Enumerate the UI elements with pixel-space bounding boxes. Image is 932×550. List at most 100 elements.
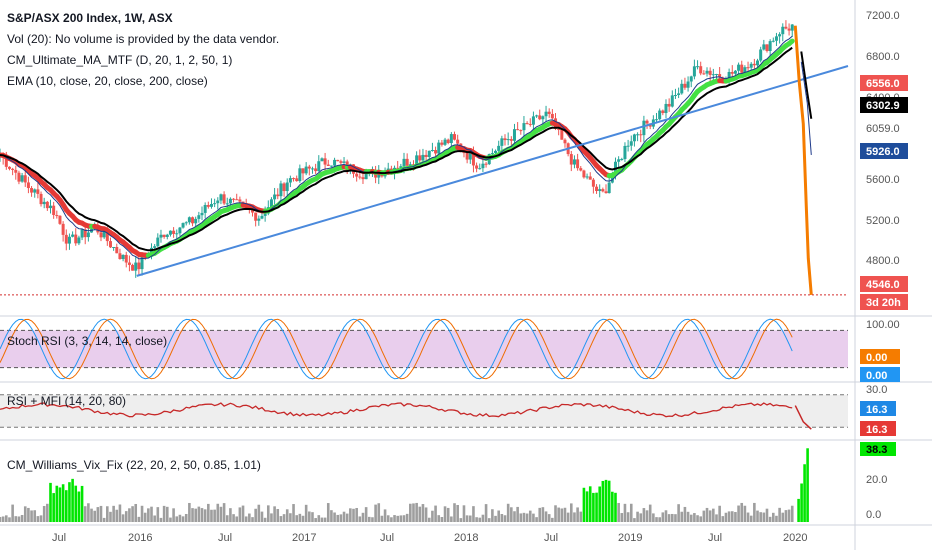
vix-bar [5, 515, 8, 522]
candle-body [677, 93, 681, 96]
candle-body [588, 176, 592, 180]
vix-spike-bar [806, 448, 809, 522]
vix-bar [623, 503, 627, 522]
vix-bar [159, 517, 163, 522]
vix-bar [462, 505, 466, 522]
candle-body [626, 145, 630, 147]
candle-body [752, 63, 756, 66]
vix-bar [734, 512, 737, 522]
vix-bar [323, 517, 327, 522]
candle-body [456, 139, 460, 144]
candle-body [301, 168, 305, 174]
candle-body [453, 134, 457, 140]
vix-bar [80, 485, 84, 522]
candle-body [108, 241, 112, 248]
price-tick: 4800.0 [866, 255, 900, 267]
candle-body [692, 66, 696, 77]
vix-bar [342, 511, 346, 522]
vix-bar [210, 509, 213, 522]
vix-bar [699, 516, 703, 522]
candle-body [361, 177, 365, 180]
vix-bar [131, 506, 134, 522]
vix-bar [55, 485, 59, 522]
vix-bar [424, 507, 428, 522]
vix-bar [459, 518, 463, 522]
vix-bar [629, 503, 633, 522]
rsi-tag [860, 401, 896, 416]
candle-body [216, 200, 220, 204]
candle-body [557, 128, 561, 130]
candle-body [733, 70, 737, 74]
vix-bar [465, 515, 469, 522]
candle-body [162, 234, 166, 237]
vix-bar [409, 503, 412, 522]
candle-body [304, 166, 308, 174]
candle-body [427, 150, 431, 157]
rsi-mfi-lines [0, 402, 812, 430]
vix-bar [759, 512, 762, 522]
candle-body [582, 170, 586, 178]
vix-bar [680, 511, 684, 522]
candle-body [42, 201, 46, 205]
crash-candles [793, 25, 813, 296]
vix-bar [279, 516, 283, 522]
candle-body [730, 71, 734, 74]
candle-body [509, 139, 513, 141]
mfi-value: 16.3 [866, 424, 887, 436]
vix-bar [124, 511, 128, 522]
vix-bar [617, 502, 620, 522]
candle-body [222, 194, 226, 204]
vix-bar [487, 518, 491, 522]
candle-body [326, 164, 330, 166]
rsi-line [0, 402, 793, 418]
vix-tag [860, 442, 896, 456]
vix-bar [573, 512, 576, 522]
vix-bar [200, 508, 204, 522]
candle-body [547, 111, 551, 114]
vix-bar [670, 513, 674, 522]
candle-body [550, 113, 554, 119]
vix-bar [472, 506, 475, 522]
candle-body [191, 217, 195, 224]
vix-bar [93, 510, 96, 522]
vix-bar [418, 506, 422, 522]
candle-body [658, 110, 662, 120]
candle-body [187, 217, 191, 223]
ema-long-tail [800, 51, 813, 119]
vix-bar [576, 507, 579, 522]
candle-body [355, 173, 359, 177]
vix-bar [737, 505, 740, 522]
candle-body [232, 198, 236, 200]
vix-bar [188, 502, 191, 522]
candle-body [645, 120, 649, 124]
vix-bar [162, 505, 166, 522]
ema-long-value: 6302.9 [866, 100, 900, 112]
candle-body [121, 254, 125, 260]
candle-body [604, 191, 608, 194]
vix-bar [263, 517, 267, 522]
candle-body [714, 74, 718, 76]
vix-bar [683, 506, 687, 522]
vix-bar [17, 516, 21, 522]
vix-bar [478, 517, 482, 522]
candle-body [172, 230, 176, 234]
time-tick: 2018 [454, 532, 478, 544]
vix-bar [156, 507, 160, 522]
candle-body [181, 223, 185, 228]
vix-bar [765, 508, 769, 522]
candle-body [468, 152, 472, 160]
vix-bar [753, 502, 756, 522]
vix-bar [282, 514, 286, 522]
vix-bar [642, 508, 646, 522]
vix-bar [516, 506, 519, 522]
candle-body [743, 67, 747, 73]
vix-bar [118, 504, 122, 522]
vix-bar [393, 515, 396, 522]
vix-bar [525, 513, 529, 522]
candle-body [610, 174, 614, 183]
candle-body [168, 230, 172, 235]
vix-bar [273, 506, 276, 522]
candle-body [364, 173, 368, 180]
